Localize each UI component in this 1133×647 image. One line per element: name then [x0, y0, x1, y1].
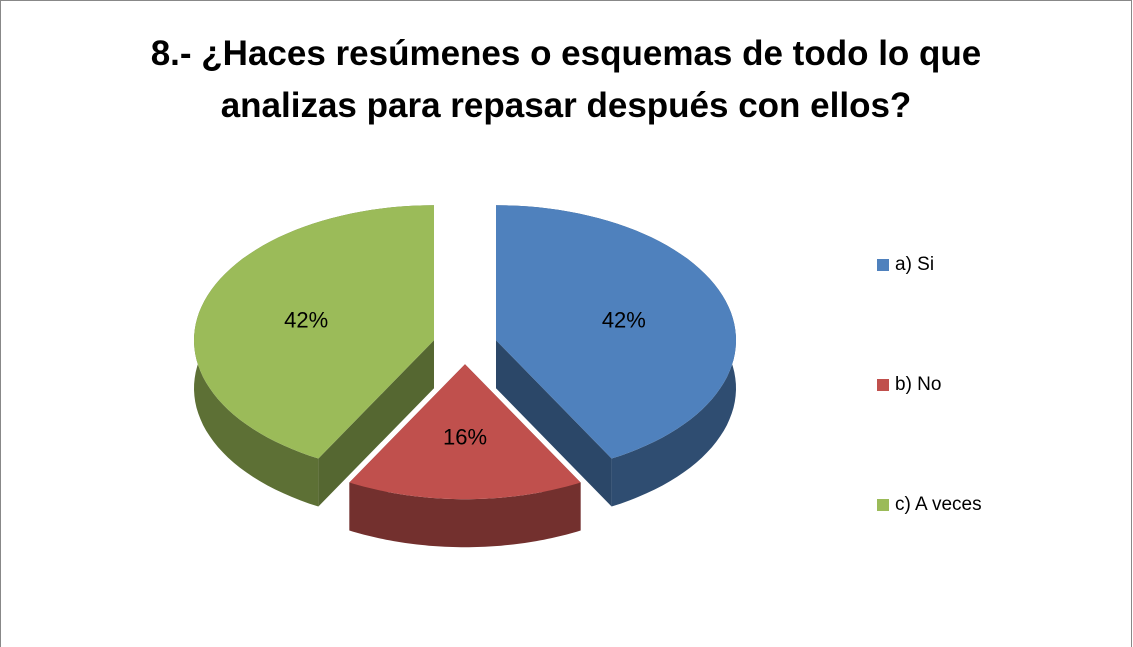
- data-label: 16%: [443, 424, 487, 449]
- slice-top: [349, 364, 581, 500]
- legend-label: a) Si: [895, 254, 934, 275]
- slice-top: [194, 205, 434, 459]
- pie-slice: [496, 205, 736, 507]
- pie-slice: [194, 205, 434, 507]
- slice-wall: [318, 340, 434, 507]
- legend-label: c) A veces: [895, 494, 982, 515]
- legend-swatch: [877, 259, 889, 271]
- legend-swatch: [877, 499, 889, 511]
- slice-side: [349, 482, 581, 548]
- data-label: 42%: [602, 308, 646, 333]
- chart-title: 8.- ¿Haces resúmenes o esquemas de todo …: [150, 34, 982, 125]
- slice-wall: [496, 340, 612, 507]
- slice-top: [496, 205, 736, 459]
- data-label: 42%: [284, 308, 328, 333]
- legend-label: b) No: [895, 374, 941, 395]
- legend-swatch: [877, 379, 889, 391]
- pie-slice: [349, 364, 581, 548]
